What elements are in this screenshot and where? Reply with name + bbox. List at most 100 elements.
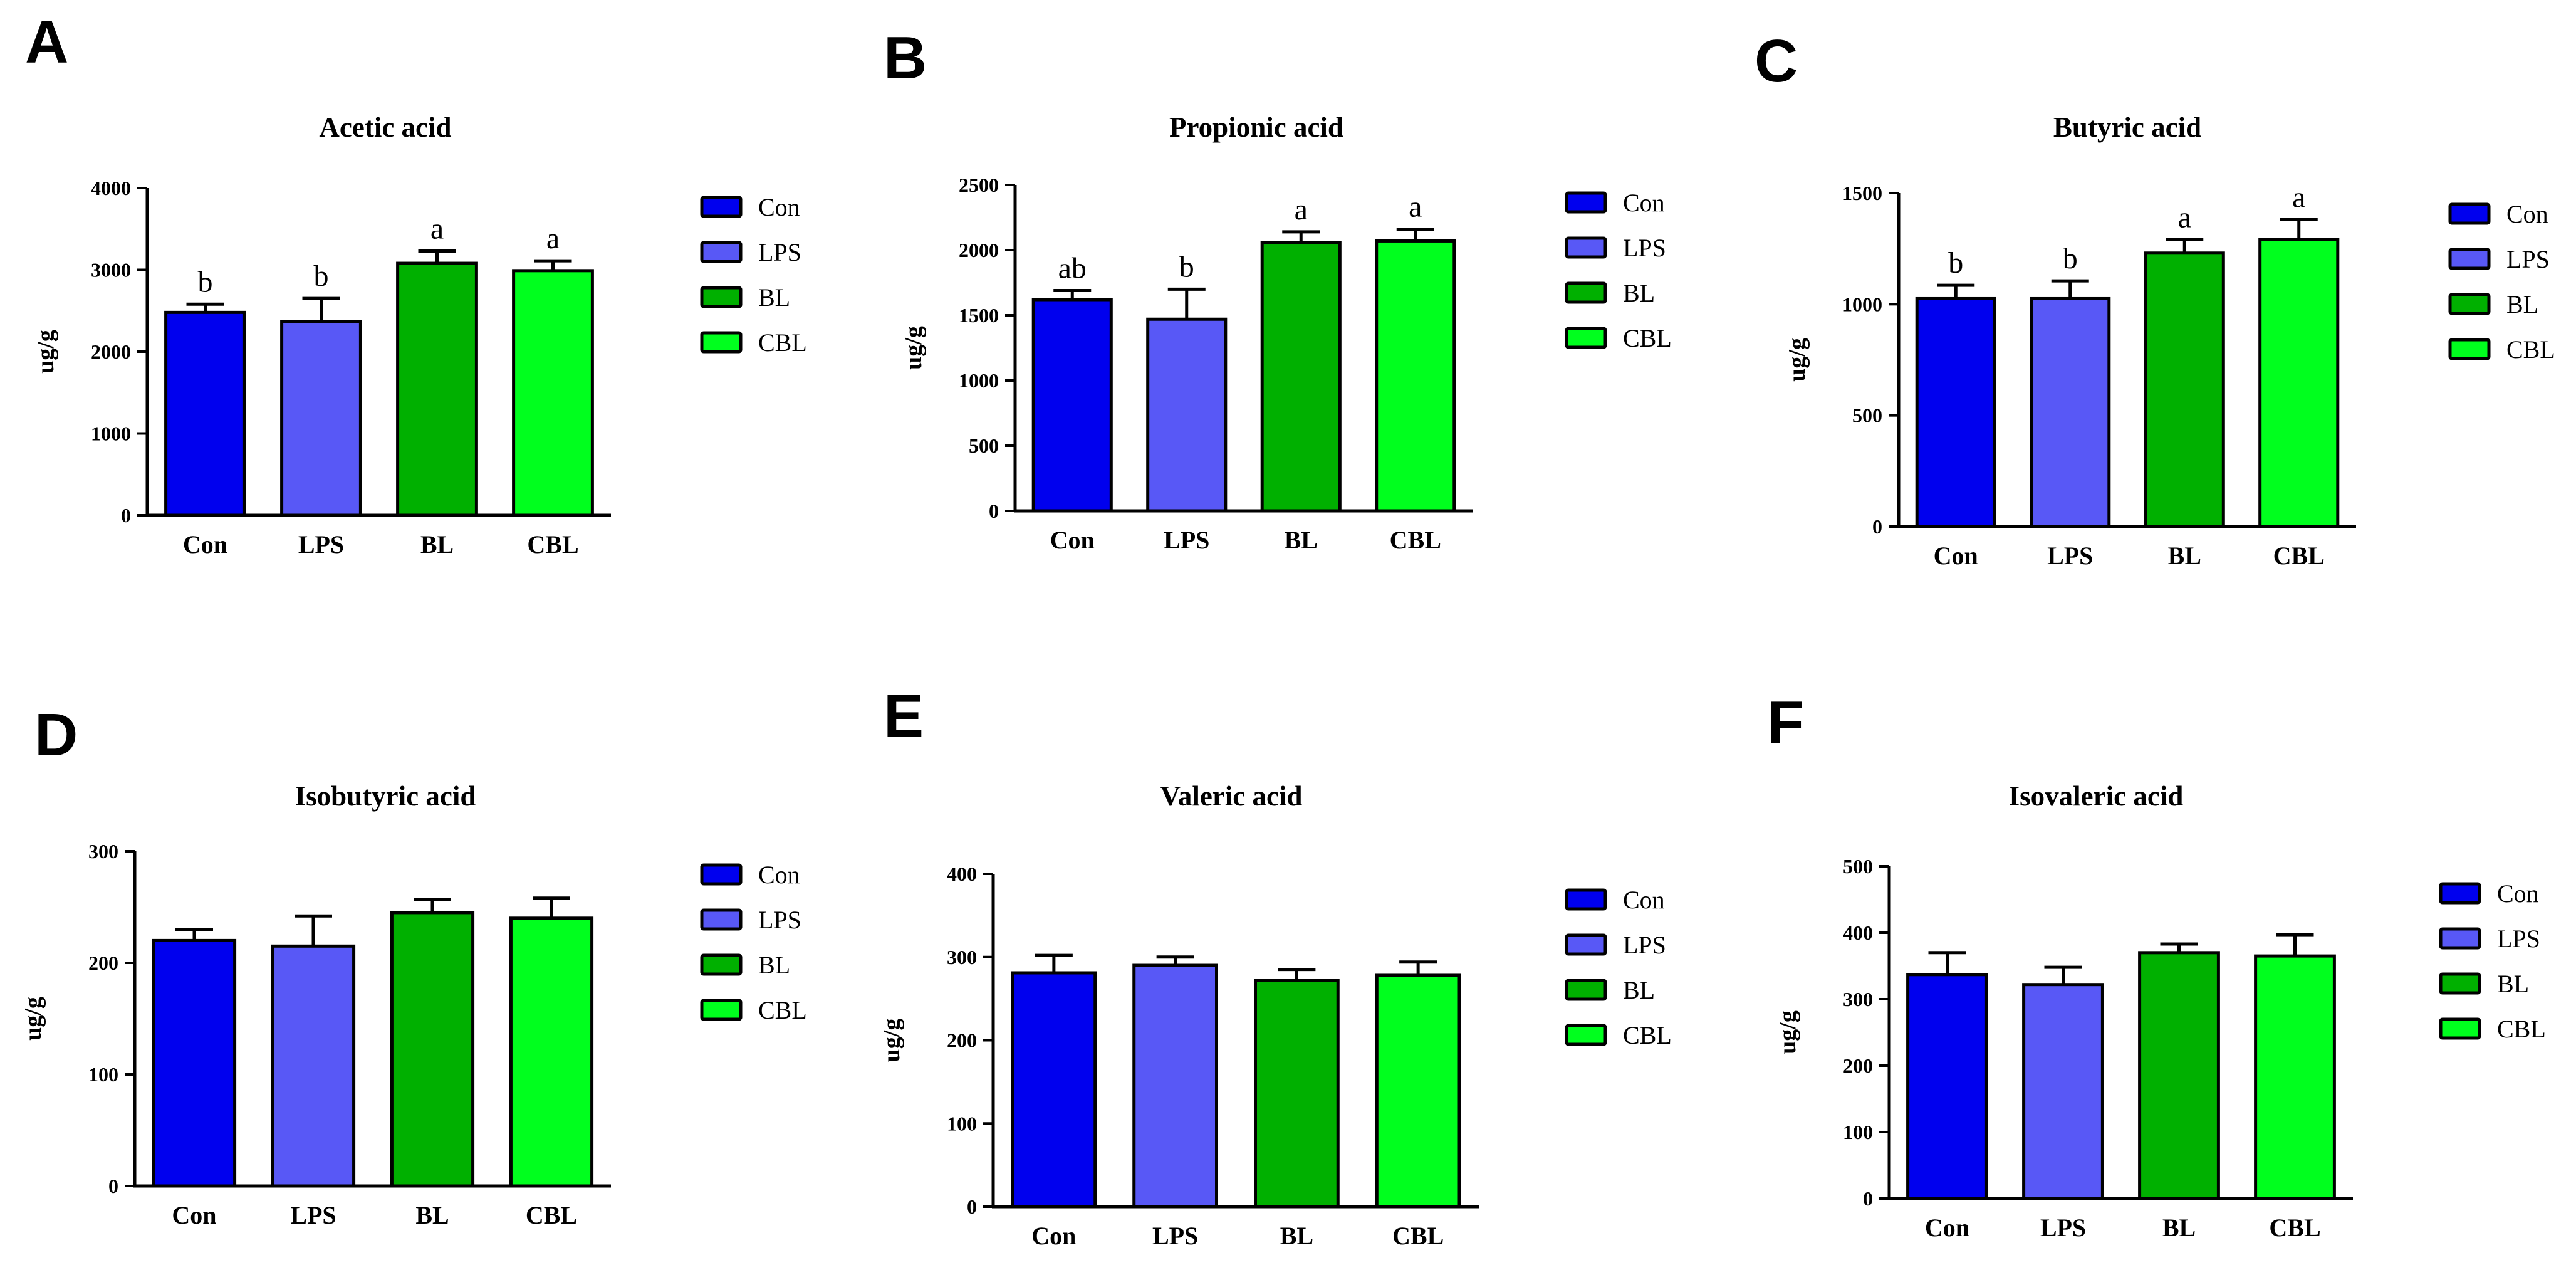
- significance-label: b: [314, 260, 329, 293]
- y-tick-label: 1000: [959, 369, 999, 392]
- legend-swatch-lps: [1565, 933, 1607, 956]
- y-tick-label: 0: [989, 500, 999, 522]
- bar-bl: [390, 911, 475, 1188]
- y-tick-label: 300: [88, 840, 118, 863]
- y-tick-label: 300: [1843, 988, 1873, 1010]
- chart-panel-e: E Valeric acid 0 100 200 300 400 ug/g Con LPS BL CB…: [879, 683, 1672, 1250]
- x-tick-label: CBL: [527, 530, 578, 559]
- legend: Con LPS BL CBL: [700, 193, 807, 357]
- chart-title: Isobutyric acid: [295, 780, 476, 812]
- x-tick-label: Con: [1925, 1214, 1969, 1242]
- legend-label: BL: [1623, 976, 1655, 1004]
- legend-swatch-con: [1565, 191, 1607, 214]
- chart-title: Propionic acid: [1169, 112, 1343, 143]
- y-tick-label: 1500: [1842, 182, 1882, 204]
- y-tick-label: 400: [1843, 921, 1873, 944]
- panel-letter: C: [1755, 28, 1798, 95]
- significance-label: a: [1295, 193, 1308, 226]
- y-tick-label: 100: [1843, 1121, 1873, 1143]
- legend-label: LPS: [758, 238, 801, 266]
- legend-label: CBL: [1623, 324, 1672, 352]
- y-tick-label: 0: [121, 504, 131, 527]
- y-tick-label: 1000: [91, 422, 131, 445]
- bar-lps: [271, 944, 356, 1188]
- panel-letter: D: [34, 701, 78, 769]
- x-tick-label: Con: [1031, 1222, 1076, 1250]
- x-tick-label: LPS: [2040, 1214, 2086, 1242]
- y-tick-label: 400: [947, 863, 977, 885]
- legend-label: BL: [758, 951, 790, 979]
- y-tick-label: 200: [947, 1029, 977, 1052]
- legend-label: CBL: [2497, 1015, 2546, 1043]
- x-tick-label: BL: [2162, 1214, 2196, 1242]
- legend-label: BL: [2506, 290, 2538, 318]
- legend-swatch-lps: [700, 908, 743, 931]
- legend-swatch-con: [700, 196, 743, 218]
- panel-letter: F: [1767, 689, 1804, 756]
- significance-label: a: [2178, 201, 2191, 234]
- legend-label: CBL: [758, 996, 807, 1024]
- bar-cbl: [512, 269, 594, 517]
- legend-swatch-bl: [2439, 972, 2481, 995]
- significance-label: ab: [1058, 251, 1087, 285]
- x-tick-label: Con: [183, 530, 227, 559]
- chart-title: Isovaleric acid: [2009, 780, 2184, 812]
- chart-title: Valeric acid: [1160, 780, 1302, 812]
- bar-cbl: [1375, 239, 1456, 513]
- x-tick-label: Con: [1050, 526, 1095, 554]
- x-tick-label: BL: [415, 1201, 449, 1229]
- legend-label: CBL: [758, 328, 807, 357]
- x-tick-label: BL: [420, 530, 454, 559]
- x-tick-label: BL: [1280, 1222, 1313, 1250]
- legend-swatch-cbl: [1565, 1024, 1607, 1046]
- legend-swatch-con: [2448, 202, 2491, 225]
- significance-label: b: [1179, 250, 1194, 283]
- significance-label: a: [2292, 181, 2305, 214]
- significance-label: b: [198, 265, 213, 298]
- legend-label: LPS: [1623, 234, 1666, 262]
- y-tick-label: 100: [88, 1063, 118, 1086]
- legend-swatch-lps: [1565, 236, 1607, 259]
- bar-cbl: [2258, 238, 2340, 528]
- y-tick-label: 200: [88, 952, 118, 974]
- y-tick-label: 0: [1872, 515, 1882, 538]
- chart-panel-f: F Isovaleric acid 0 100 200 300 400 500 ug/g Con L…: [1767, 689, 2546, 1242]
- bar-lps: [2030, 296, 2111, 528]
- bar-con: [1906, 973, 1988, 1200]
- x-tick-label: BL: [1285, 526, 1318, 554]
- legend: Con LPS BL CBL: [2439, 879, 2546, 1043]
- bar-bl: [1254, 979, 1340, 1209]
- y-tick-label: 0: [967, 1195, 977, 1218]
- y-axis-label: ug/g: [879, 1019, 905, 1062]
- y-tick-label: 2000: [91, 340, 131, 363]
- y-tick-label: 1500: [959, 304, 999, 327]
- legend-label: Con: [758, 861, 800, 889]
- legend-swatch-cbl: [2439, 1017, 2481, 1040]
- x-tick-label: CBL: [2269, 1214, 2320, 1242]
- y-tick-label: 2500: [959, 174, 999, 196]
- legend-swatch-bl: [700, 286, 743, 308]
- legend-swatch-cbl: [2448, 338, 2491, 360]
- legend-label: LPS: [2497, 925, 2540, 953]
- x-tick-label: LPS: [2047, 542, 2093, 570]
- bar-cbl: [2254, 954, 2336, 1200]
- x-tick-label: LPS: [1164, 526, 1209, 554]
- legend: Con LPS BL CBL: [1565, 189, 1672, 352]
- y-tick-label: 100: [947, 1112, 977, 1135]
- bar-con: [1031, 298, 1113, 513]
- bar-bl: [396, 261, 478, 517]
- legend: Con LPS BL CBL: [2448, 200, 2555, 364]
- legend-label: BL: [758, 283, 790, 312]
- y-axis-label: ug/g: [33, 330, 59, 374]
- legend: Con LPS BL CBL: [1565, 886, 1672, 1049]
- legend-label: BL: [1623, 279, 1655, 307]
- y-axis-label: ug/g: [1775, 1010, 1801, 1054]
- legend-swatch-con: [700, 863, 743, 886]
- legend-swatch-bl: [1565, 281, 1607, 304]
- y-tick-label: 300: [947, 946, 977, 968]
- significance-label: a: [1409, 191, 1422, 224]
- y-tick-label: 500: [969, 434, 999, 457]
- bar-lps: [1146, 317, 1228, 513]
- legend-label: Con: [1623, 189, 1665, 217]
